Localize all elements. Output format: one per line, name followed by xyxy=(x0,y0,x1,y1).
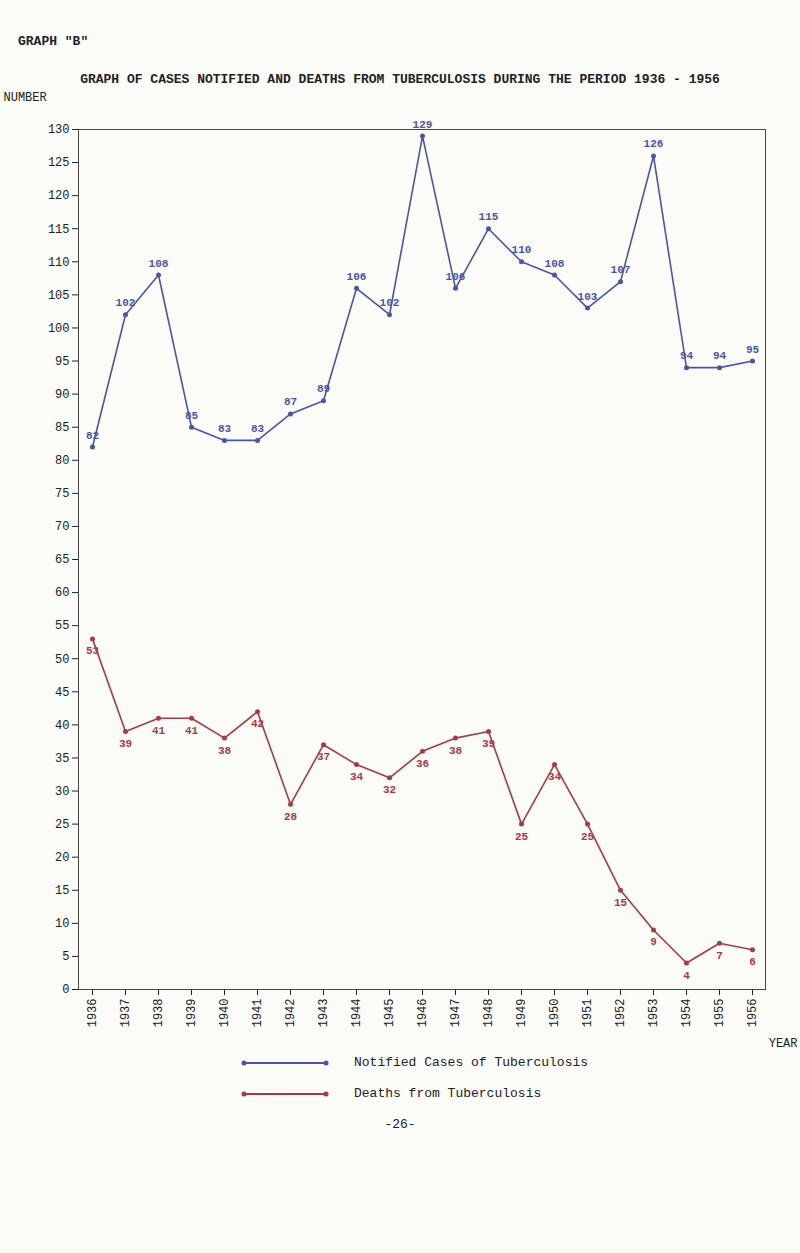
svg-text:39: 39 xyxy=(482,738,495,750)
svg-text:25: 25 xyxy=(581,831,595,843)
svg-text:34: 34 xyxy=(548,771,562,783)
svg-text:1944: 1944 xyxy=(350,999,364,1028)
svg-text:60: 60 xyxy=(55,586,69,600)
svg-text:110: 110 xyxy=(512,244,532,256)
svg-text:95: 95 xyxy=(55,355,69,369)
svg-text:55: 55 xyxy=(55,619,69,633)
svg-text:NUMBER: NUMBER xyxy=(4,91,47,105)
svg-text:94: 94 xyxy=(680,350,694,362)
svg-text:1951: 1951 xyxy=(581,999,595,1028)
html-text:GRAPH OF CASES NOTIFIED AND DE: GRAPH OF CASES NOTIFIED AND DEATHS FROM … xyxy=(80,72,720,87)
svg-text:1948: 1948 xyxy=(482,999,496,1028)
html-text:Deaths from Tuberculosis: Deaths from Tuberculosis xyxy=(354,1086,542,1101)
svg-text:20: 20 xyxy=(55,851,69,865)
svg-text:YEAR: YEAR xyxy=(769,1037,798,1050)
svg-text:115: 115 xyxy=(48,223,70,237)
svg-text:10: 10 xyxy=(55,917,69,931)
svg-text:82: 82 xyxy=(86,430,99,442)
svg-text:130: 130 xyxy=(48,123,70,137)
svg-text:45: 45 xyxy=(55,686,69,700)
svg-text:1940: 1940 xyxy=(218,999,232,1028)
svg-text:90: 90 xyxy=(55,388,69,402)
svg-text:36: 36 xyxy=(416,758,429,770)
svg-text:106: 106 xyxy=(347,271,367,283)
svg-text:34: 34 xyxy=(350,771,364,783)
svg-text:25: 25 xyxy=(515,831,529,843)
svg-text:105: 105 xyxy=(48,289,70,303)
svg-text:1952: 1952 xyxy=(614,999,628,1028)
svg-text:129: 129 xyxy=(413,119,433,131)
svg-text:0: 0 xyxy=(62,983,69,997)
svg-text:1939: 1939 xyxy=(185,999,199,1028)
svg-text:1956: 1956 xyxy=(746,999,760,1028)
html-text:Notified Cases of Tuberculosis: Notified Cases of Tuberculosis xyxy=(354,1055,588,1070)
svg-text:94: 94 xyxy=(713,350,727,362)
svg-text:85: 85 xyxy=(185,410,199,422)
svg-text:9: 9 xyxy=(650,936,657,948)
svg-text:83: 83 xyxy=(251,423,265,435)
svg-text:25: 25 xyxy=(55,818,69,832)
svg-text:102: 102 xyxy=(380,297,400,309)
svg-text:108: 108 xyxy=(149,258,169,270)
svg-text:50: 50 xyxy=(55,653,69,667)
svg-text:28: 28 xyxy=(284,811,298,823)
svg-text:1937: 1937 xyxy=(119,999,133,1028)
svg-text:32: 32 xyxy=(383,784,396,796)
svg-text:42: 42 xyxy=(251,718,264,730)
svg-text:1947: 1947 xyxy=(449,999,463,1028)
svg-text:15: 15 xyxy=(55,884,69,898)
svg-text:38: 38 xyxy=(218,745,232,757)
svg-text:53: 53 xyxy=(86,645,100,657)
svg-text:1946: 1946 xyxy=(416,999,430,1028)
svg-text:35: 35 xyxy=(55,752,69,766)
svg-text:115: 115 xyxy=(479,211,499,223)
svg-text:1954: 1954 xyxy=(680,999,694,1028)
svg-text:70: 70 xyxy=(55,520,69,534)
svg-text:89: 89 xyxy=(317,383,330,395)
svg-text:1942: 1942 xyxy=(284,999,298,1028)
svg-text:103: 103 xyxy=(578,291,598,303)
html-text:GRAPH "B": GRAPH "B" xyxy=(18,34,89,49)
svg-text:80: 80 xyxy=(55,454,69,468)
svg-text:4: 4 xyxy=(683,970,690,982)
svg-text:87: 87 xyxy=(284,396,297,408)
svg-text:1955: 1955 xyxy=(713,999,727,1028)
svg-text:85: 85 xyxy=(55,421,69,435)
svg-text:108: 108 xyxy=(545,258,565,270)
svg-text:100: 100 xyxy=(48,322,70,336)
svg-text:120: 120 xyxy=(48,189,70,203)
svg-text:40: 40 xyxy=(55,719,69,733)
html-text:-26-: -26- xyxy=(384,1117,416,1132)
svg-text:41: 41 xyxy=(185,725,199,737)
svg-text:1949: 1949 xyxy=(515,999,529,1028)
svg-text:106: 106 xyxy=(446,271,466,283)
svg-text:38: 38 xyxy=(449,745,463,757)
svg-text:30: 30 xyxy=(55,785,69,799)
svg-text:107: 107 xyxy=(611,264,631,276)
svg-text:1945: 1945 xyxy=(383,999,397,1028)
svg-text:110: 110 xyxy=(48,256,70,270)
svg-text:95: 95 xyxy=(746,344,760,356)
svg-text:5: 5 xyxy=(62,950,69,964)
svg-text:125: 125 xyxy=(48,156,70,170)
svg-text:39: 39 xyxy=(119,738,132,750)
svg-text:15: 15 xyxy=(614,897,628,909)
svg-text:6: 6 xyxy=(749,956,756,968)
svg-text:1936: 1936 xyxy=(86,999,100,1028)
svg-text:1953: 1953 xyxy=(647,999,661,1028)
svg-text:7: 7 xyxy=(716,950,723,962)
svg-text:83: 83 xyxy=(218,423,232,435)
svg-text:65: 65 xyxy=(55,553,69,567)
svg-text:1938: 1938 xyxy=(152,999,166,1028)
svg-text:1943: 1943 xyxy=(317,999,331,1028)
svg-text:37: 37 xyxy=(317,751,330,763)
svg-text:102: 102 xyxy=(116,297,136,309)
svg-text:41: 41 xyxy=(152,725,166,737)
svg-text:1950: 1950 xyxy=(548,999,562,1028)
svg-text:75: 75 xyxy=(55,487,69,501)
svg-text:1941: 1941 xyxy=(251,999,265,1028)
svg-text:126: 126 xyxy=(644,138,664,150)
